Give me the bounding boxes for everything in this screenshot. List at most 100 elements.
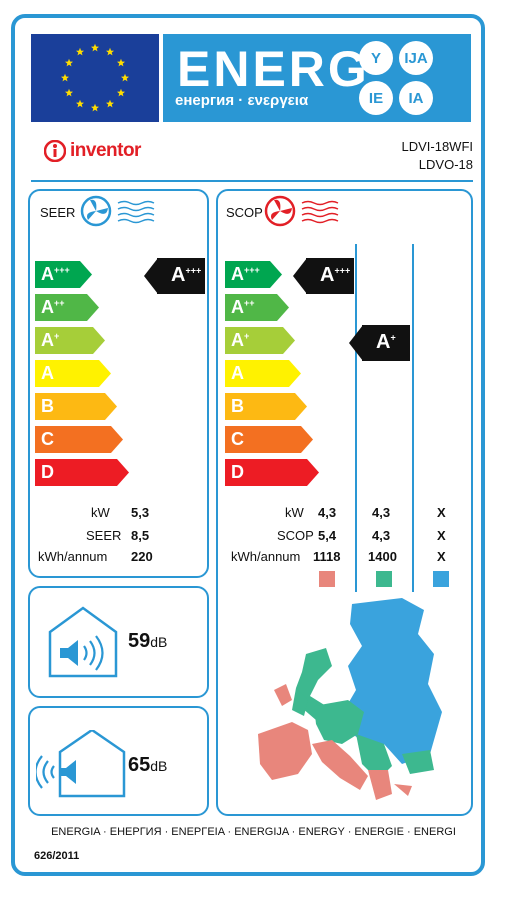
scop-scale-bar: D — [225, 459, 319, 486]
scop-rating-warmer-label: A+++ — [320, 264, 351, 286]
scop-scale-label: A+++ — [231, 264, 260, 284]
scop-scale-label: B — [231, 396, 244, 416]
seer-row-label-seer: SEER — [86, 528, 122, 543]
eu-flag — [31, 34, 159, 122]
cooling-fan-icon — [80, 195, 155, 227]
seer-scale-bar: B — [35, 393, 117, 420]
energy-word: ENERG — [177, 41, 370, 97]
energy-banner: ENERG енергия · ενεργεια Y IJA IE IA — [163, 34, 471, 122]
label-frame — [11, 14, 485, 876]
model-outdoor: LDVO-18 — [418, 157, 473, 172]
scop-scale-bar: A++ — [225, 294, 289, 321]
scop-panel — [216, 189, 473, 816]
scop-row-value-kwh-average: 1400 — [368, 549, 397, 564]
scop-scale-label: C — [231, 429, 244, 449]
eu-star-icon — [65, 88, 73, 97]
indoor-noise-unit: dB — [150, 634, 168, 650]
seer-scale-bar: D — [35, 459, 129, 486]
seer-rating-arrow: A+++ — [144, 258, 205, 294]
scop-scale-bar: A+ — [225, 327, 295, 354]
scop-row-value-scop-average: 4,3 — [372, 528, 391, 543]
scop-row-value-scop-colder: X — [437, 528, 446, 543]
seer-scale-bar: A+++ — [35, 261, 92, 288]
scop-row-value-kwh-warmer: 1118 — [313, 549, 341, 564]
outdoor-noise-icon — [36, 730, 126, 798]
model-indoor: LDVI-18WFI — [401, 139, 473, 154]
scop-rating-warmer-arrow: A+++ — [293, 258, 354, 294]
model-numbers: LDVI-18WFI LDVO-18 — [401, 138, 473, 174]
europe-climate-zones-map — [258, 598, 442, 800]
scop-scale-label: A++ — [231, 297, 255, 317]
seer-scale-bar: A++ — [35, 294, 99, 321]
scop-scale-label: A+ — [231, 330, 250, 350]
scop-row-label-scop: SCOP — [277, 528, 314, 543]
colder-zone-swatch — [433, 571, 449, 587]
divider — [31, 180, 473, 182]
eu-stars-icon — [61, 43, 129, 112]
scop-row-value-kw-warmer: 4,3 — [318, 505, 337, 520]
seer-scale-bar: A+ — [35, 327, 105, 354]
scop-row-value-scop-warmer: 5,4 — [318, 528, 337, 543]
outdoor-noise-value: 65dB — [128, 754, 167, 777]
seer-scale-label: A+++ — [41, 264, 70, 284]
seer-scale-bar: A — [35, 360, 111, 387]
scop-row-label-kwh: kWh/annum — [231, 549, 301, 564]
outdoor-noise-unit: dB — [150, 758, 168, 774]
eu-star-icon — [65, 58, 73, 67]
seer-row-label-kwh: kWh/annum — [38, 549, 108, 564]
outdoor-noise-panel — [28, 706, 209, 816]
scop-row-value-kwh-colder: X — [437, 549, 446, 564]
brand-name: inventor — [70, 140, 141, 161]
scop-scale-label: A — [231, 363, 244, 383]
eu-star-icon — [106, 47, 114, 56]
lang-code-ia: IA — [399, 81, 433, 115]
eu-star-icon — [106, 99, 114, 108]
lang-code-ija: IJA — [399, 41, 433, 75]
seer-row-value-kw: 5,3 — [131, 505, 150, 520]
scop-scale-bar: A+++ — [225, 261, 282, 288]
indoor-noise-panel — [28, 586, 209, 698]
scop-scale-bar: B — [225, 393, 307, 420]
seer-panel — [28, 189, 209, 578]
eu-star-icon — [76, 99, 84, 108]
scop-scale-label: D — [231, 462, 244, 482]
brand-logo: inventor — [44, 140, 141, 162]
seer-row-value-seer: 8,5 — [131, 528, 150, 543]
seer-scale-label: A+ — [41, 330, 60, 350]
seer-scale-label: B — [41, 396, 54, 416]
column-divider-2 — [412, 244, 414, 592]
eu-star-icon — [117, 88, 125, 97]
scop-scale-bar: A — [225, 360, 301, 387]
scop-row-value-kw-average: 4,3 — [372, 505, 391, 520]
seer-title: SEER — [40, 205, 76, 220]
brand-mark-icon — [44, 140, 66, 162]
eu-star-icon — [117, 58, 125, 67]
regulation-number: 626/2011 — [34, 850, 80, 862]
outdoor-noise-number: 65 — [128, 754, 151, 776]
seer-row-value-kwh: 220 — [131, 549, 153, 564]
scop-title: SCOP — [226, 205, 263, 220]
column-divider-1 — [355, 244, 357, 592]
seer-scale-label: A — [41, 363, 54, 383]
seer-scale-label: D — [41, 462, 54, 482]
warmer-zone-swatch — [319, 571, 335, 587]
scop-row-value-kw-colder: X — [437, 505, 446, 520]
eu-star-icon — [91, 103, 99, 112]
seer-row-label-kw: kW — [91, 505, 110, 520]
footer-languages: ENERGIA · ЕНЕРГИЯ · ΕΝΕΡΓΕΙΑ · ENERGIJA … — [51, 826, 456, 838]
eu-star-icon — [61, 73, 69, 82]
indoor-noise-number: 59 — [128, 630, 151, 652]
lang-code-ie: IE — [359, 81, 393, 115]
scop-row-label-kw: kW — [285, 505, 304, 520]
seer-scale-bar: C — [35, 426, 123, 453]
scop-scale-bar: C — [225, 426, 313, 453]
eu-star-icon — [121, 73, 129, 82]
scop-rating-average-arrow: A+ — [349, 325, 410, 361]
energy-subtitle: енергия · ενεργεια — [175, 92, 309, 109]
indoor-noise-icon — [48, 606, 118, 678]
scop-rating-average-label: A+ — [376, 331, 396, 353]
eu-star-icon — [91, 43, 99, 52]
lang-code-y: Y — [359, 41, 393, 75]
heating-fan-icon — [264, 195, 339, 227]
seer-scale-label: C — [41, 429, 54, 449]
